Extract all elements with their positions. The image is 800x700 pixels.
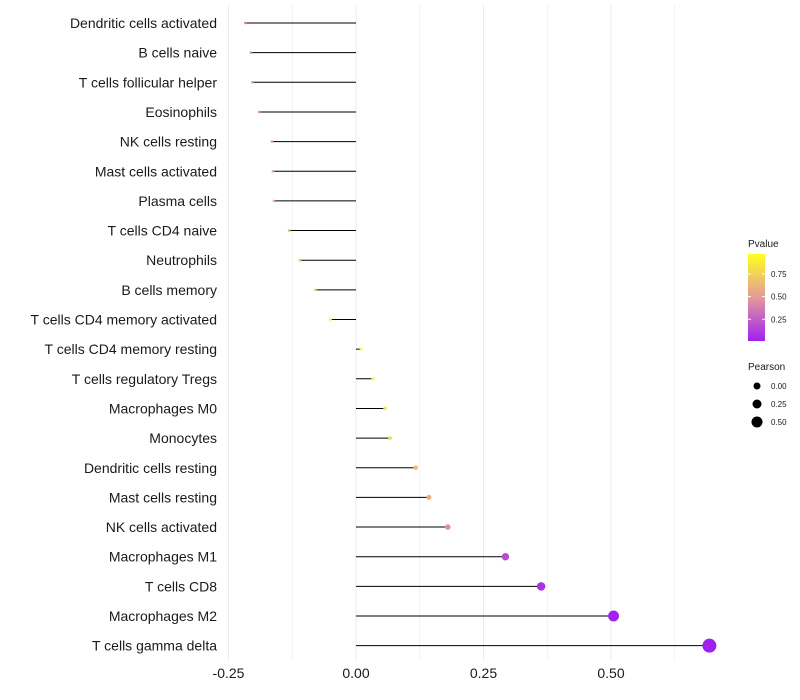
data-point xyxy=(536,582,546,591)
x-tick-label: 0.50 xyxy=(597,665,624,681)
category-label: T cells CD4 naive xyxy=(108,223,218,239)
data-point xyxy=(371,377,375,381)
category-label: Macrophages M0 xyxy=(109,400,217,416)
legend-pearson-title: Pearson xyxy=(748,362,785,373)
data-point xyxy=(388,436,393,440)
data-point xyxy=(445,524,451,530)
lollipop-stems xyxy=(245,22,710,647)
legend: Pvalue Pearson 0.75 0.50 0.25 0.00 0.25 0.50 xyxy=(748,239,787,428)
category-label: T cells gamma delta xyxy=(92,638,217,654)
size-legend-key xyxy=(752,399,762,409)
data-point xyxy=(608,610,619,622)
category-label: Macrophages M2 xyxy=(109,608,217,624)
legend-pvalue-title: Pvalue xyxy=(748,239,779,250)
data-point xyxy=(313,288,317,292)
category-label: Monocytes xyxy=(149,430,217,446)
data-point xyxy=(413,465,418,471)
size-legend-key xyxy=(751,416,763,428)
lollipop-points xyxy=(244,21,717,653)
category-label: NK cells resting xyxy=(120,134,217,150)
size-legend-label: 0.25 xyxy=(771,400,787,409)
data-point xyxy=(244,21,247,25)
x-tick-label: 0.00 xyxy=(342,665,369,681)
category-label: Dendritic cells activated xyxy=(70,15,217,31)
size-legend-key xyxy=(753,382,761,390)
size-legend-label: 0.00 xyxy=(771,382,787,391)
category-label: Dendritic cells resting xyxy=(84,460,217,476)
x-tick-label: 0.25 xyxy=(470,665,497,681)
x-tick-label: -0.25 xyxy=(213,665,245,681)
category-label: Mast cells resting xyxy=(109,489,217,505)
grid-lines xyxy=(228,5,676,660)
category-label: T cells regulatory Tregs xyxy=(72,371,217,387)
category-label: T cells CD8 xyxy=(145,578,217,594)
category-label: Plasma cells xyxy=(138,193,217,209)
colorbar-tick-label: 0.50 xyxy=(771,293,787,302)
data-point xyxy=(272,199,276,203)
category-label: Mast cells activated xyxy=(95,163,217,179)
size-legend-label: 0.50 xyxy=(771,418,787,427)
category-label: B cells naive xyxy=(138,45,217,61)
data-point xyxy=(329,318,332,321)
data-point xyxy=(257,110,261,114)
category-label: Macrophages M1 xyxy=(109,549,217,565)
data-point xyxy=(501,552,510,561)
data-point xyxy=(270,140,274,143)
data-point xyxy=(359,347,363,351)
pvalue-colorbar xyxy=(748,254,765,341)
data-point xyxy=(249,51,253,54)
y-axis-category-labels: Dendritic cells activated B cells naive T … xyxy=(31,15,218,654)
category-label: Eosinophils xyxy=(145,104,217,120)
data-point xyxy=(702,638,717,653)
category-label: T cells CD4 memory resting xyxy=(45,341,217,357)
data-point xyxy=(383,406,387,411)
data-point xyxy=(251,81,254,84)
colorbar-tick-label: 0.75 xyxy=(771,270,787,279)
data-point xyxy=(298,258,302,262)
data-point xyxy=(287,229,291,232)
data-point xyxy=(271,169,275,173)
x-axis-tick-labels: -0.25 0.00 0.25 0.50 xyxy=(213,665,625,681)
category-label: Neutrophils xyxy=(146,252,217,268)
data-point xyxy=(426,494,432,500)
category-label: NK cells activated xyxy=(106,519,217,535)
category-label: T cells follicular helper xyxy=(79,74,218,90)
category-label: T cells CD4 memory activated xyxy=(31,312,217,328)
colorbar-tick-label: 0.25 xyxy=(771,315,787,324)
category-label: B cells memory xyxy=(121,282,217,298)
